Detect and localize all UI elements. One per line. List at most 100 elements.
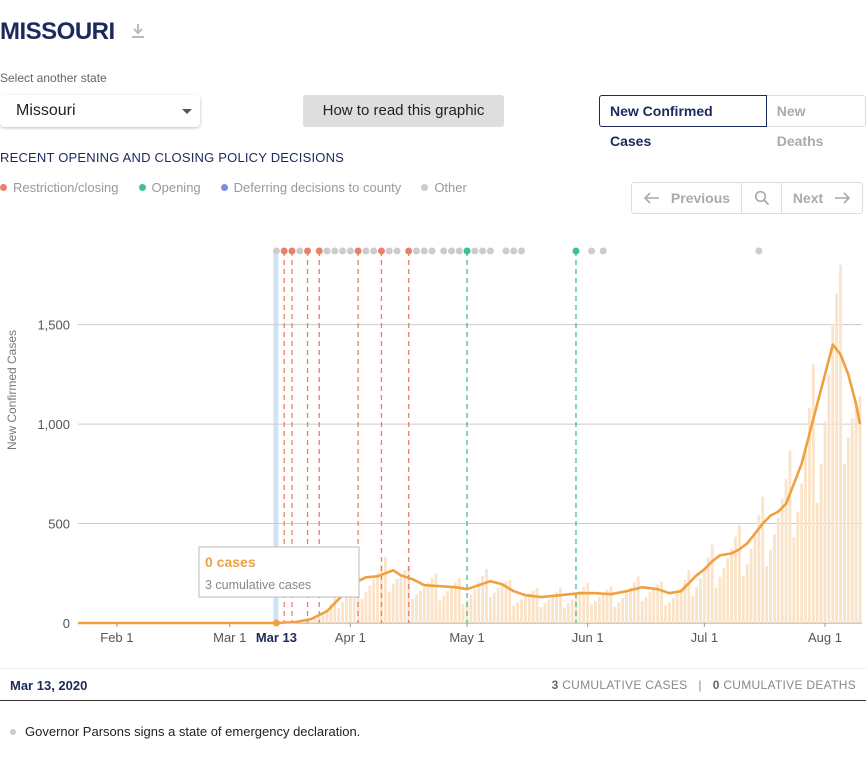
policy-event-dot[interactable] (346, 247, 354, 255)
daily-bar (555, 591, 558, 623)
daily-bar (745, 563, 749, 623)
daily-bar (317, 616, 321, 623)
selected-date-highlight (273, 250, 279, 623)
y-axis-label: New Confirmed Cases (5, 330, 19, 450)
policy-event-dot[interactable] (755, 247, 763, 255)
daily-bar (426, 582, 430, 623)
daily-bar (535, 587, 539, 623)
daily-bar (726, 558, 730, 623)
state-select[interactable]: Missouri (0, 95, 200, 127)
daily-bar (687, 569, 691, 623)
daily-bar (520, 599, 523, 623)
policy-event-dot[interactable] (486, 247, 494, 255)
cumulative-cases-value: 3 (551, 678, 559, 692)
policy-event-dot[interactable] (323, 247, 331, 255)
daily-bar (765, 566, 769, 623)
policy-event-dot[interactable] (502, 247, 510, 255)
policy-event-dot[interactable] (572, 247, 580, 255)
policy-event-dot[interactable] (331, 247, 339, 255)
search-button[interactable] (742, 183, 782, 213)
policy-event-dot[interactable] (280, 247, 288, 255)
tab-new-deaths[interactable]: New Deaths (766, 95, 866, 149)
policy-event-dot[interactable] (440, 247, 448, 255)
cumulative-stats: 3 CUMULATIVE CASES | 0 CUMULATIVE DEATHS (552, 678, 856, 692)
tooltip-cases: 0 cases (205, 554, 256, 570)
policy-event-dot[interactable] (362, 247, 370, 255)
daily-bar (815, 502, 819, 623)
policy-event-dot[interactable] (354, 247, 362, 255)
daily-bar (446, 591, 450, 623)
next-button[interactable]: Next (782, 183, 862, 213)
daily-bar (632, 582, 636, 623)
policy-event-dot[interactable] (518, 247, 526, 255)
legend-dot (421, 184, 429, 191)
daily-bar (656, 584, 660, 623)
policy-event-dot[interactable] (412, 247, 420, 255)
daily-bar (574, 595, 578, 623)
daily-bar (403, 570, 407, 623)
daily-bar (621, 597, 625, 623)
daily-bar (823, 421, 827, 623)
cases-chart[interactable]: 0 500 1,000 1,500 New Confirmed Cases Feb 1 Ma… (0, 230, 866, 660)
policy-event-dot[interactable] (288, 247, 296, 255)
daily-bar (500, 583, 504, 623)
daily-bar (438, 600, 442, 623)
policy-event-dot[interactable] (479, 247, 487, 255)
daily-bar (722, 567, 726, 623)
daily-bar (827, 374, 831, 623)
previous-button[interactable]: Previous (632, 183, 742, 213)
download-icon[interactable] (130, 22, 146, 40)
how-to-read-button[interactable]: How to read this graphic (303, 95, 504, 127)
policy-event-dot[interactable] (385, 247, 393, 255)
daily-bar (492, 592, 496, 623)
policy-event-dot[interactable] (455, 247, 463, 255)
daily-bar (846, 437, 850, 623)
policy-heading: RECENT OPENING AND CLOSING POLICY DECISI… (0, 150, 345, 165)
policy-event-dot[interactable] (420, 247, 428, 255)
policy-event-dot[interactable] (393, 247, 401, 255)
policy-event-dot[interactable] (377, 247, 385, 255)
policy-event-dot[interactable] (272, 247, 280, 255)
policy-event-dot[interactable] (471, 247, 479, 255)
daily-bar (337, 608, 341, 623)
daily-bar (734, 536, 737, 623)
event-nav: Previous Next (631, 182, 863, 214)
daily-bar (850, 418, 854, 623)
policy-event-dot[interactable] (599, 247, 607, 255)
policy-note-text: Governor Parsons signs a state of emerge… (25, 724, 361, 739)
policy-event-dot[interactable] (447, 247, 455, 255)
daily-bar (485, 569, 488, 623)
daily-bar (808, 407, 811, 623)
policy-event-dot[interactable] (428, 247, 436, 255)
daily-bar (605, 589, 609, 623)
selected-date: Mar 13, 2020 (10, 678, 88, 693)
daily-bar (776, 518, 780, 623)
daily-bar (617, 602, 621, 623)
policy-event-dot[interactable] (339, 247, 347, 255)
policy-event-dot[interactable] (463, 247, 471, 255)
policy-event-dot[interactable] (304, 247, 312, 255)
tab-new-confirmed-cases[interactable]: New Confirmed Cases (599, 95, 767, 149)
daily-bar (488, 597, 492, 623)
daily-bar (422, 587, 426, 623)
daily-bar (360, 598, 364, 623)
daily-bar (699, 578, 702, 623)
daily-bar (660, 581, 663, 623)
policy-event-dot[interactable] (405, 247, 413, 255)
daily-bar (601, 593, 605, 623)
daily-bar (442, 595, 446, 623)
daily-bar (313, 618, 317, 623)
legend-item-restriction: Restriction/closing (0, 180, 119, 195)
policy-event-dot[interactable] (296, 247, 304, 255)
policy-event-dot[interactable] (370, 247, 378, 255)
metric-toggle: New Confirmed Cases New Deaths (599, 95, 866, 149)
daily-bar (831, 324, 835, 623)
daily-bar (609, 586, 613, 623)
policy-event-dot[interactable] (510, 247, 518, 255)
daily-bar (473, 588, 477, 623)
daily-bar (469, 594, 473, 623)
daily-bar (679, 588, 683, 623)
daily-bar (792, 537, 796, 623)
policy-event-dot[interactable] (315, 247, 323, 255)
policy-event-dot[interactable] (588, 247, 596, 255)
